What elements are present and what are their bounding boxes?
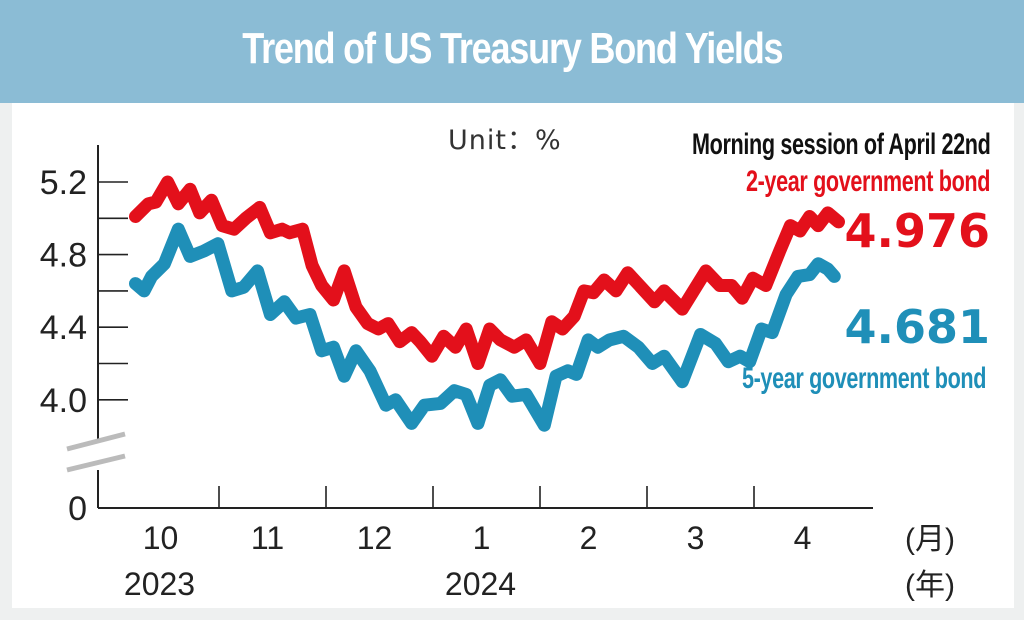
y-tick-label: 5.2 xyxy=(40,164,87,202)
chart-title: Trend of US Treasury Bond Yields xyxy=(241,23,783,73)
year-label: 2024 xyxy=(445,566,516,602)
year-label: 2023 xyxy=(124,566,195,602)
y-tick-label: 4.0 xyxy=(40,382,87,420)
y-tick-label: 4.8 xyxy=(40,237,87,275)
axis-break-mark xyxy=(66,453,126,473)
title-banner: Trend of US Treasury Bond Yields xyxy=(0,0,1024,103)
axes xyxy=(66,145,873,509)
session-label: Morning session of April 22nd xyxy=(691,128,991,161)
x-unit-month-label: (月) xyxy=(905,523,955,556)
series-line-2-year xyxy=(129,175,845,370)
x-tick-label: 12 xyxy=(357,520,393,556)
x-tick-label: 3 xyxy=(687,520,705,556)
x-tick-label: 4 xyxy=(794,520,812,556)
x-tick-label: 10 xyxy=(143,520,179,556)
series-lines xyxy=(129,175,845,432)
x-tick-label: 11 xyxy=(251,520,284,556)
unit-label: Unit：% xyxy=(448,125,562,156)
y-tick-label: 4.4 xyxy=(40,309,87,347)
y-tick-label: 0 xyxy=(68,490,87,528)
x-unit-year-label: (年) xyxy=(905,569,955,602)
x-tick-label: 2 xyxy=(580,520,598,556)
axis-break-mark xyxy=(66,431,126,452)
five-year-bond-value: 4.681 xyxy=(844,300,990,354)
x-tick-label: 1 xyxy=(473,520,491,556)
five-year-bond-label: 5-year government bond xyxy=(741,362,986,395)
two-year-bond-value: 4.976 xyxy=(844,204,990,258)
two-year-bond-label: 2-year government bond xyxy=(745,165,990,198)
chart-panel xyxy=(12,103,1014,608)
